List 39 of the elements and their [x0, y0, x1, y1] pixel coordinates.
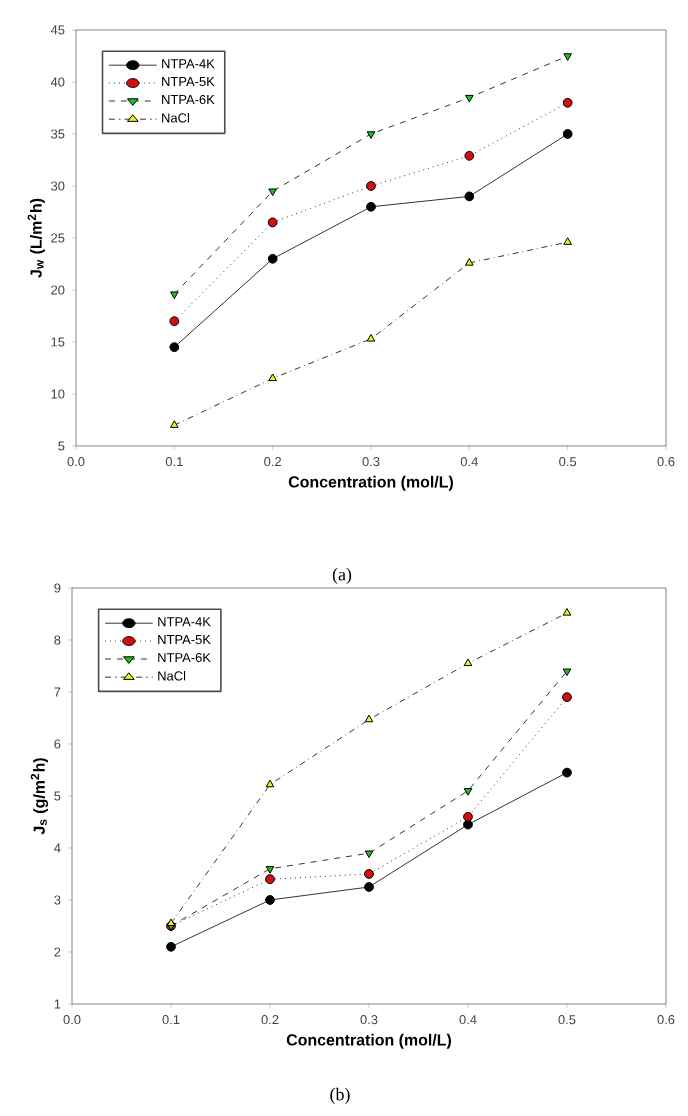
point — [364, 714, 374, 723]
point — [366, 333, 376, 342]
point — [364, 869, 374, 879]
point — [268, 373, 277, 382]
text: (a) — [332, 567, 352, 585]
point — [463, 788, 473, 796]
point — [265, 866, 275, 874]
point — [563, 237, 572, 245]
point — [364, 850, 374, 859]
point — [465, 94, 474, 103]
point — [169, 316, 180, 327]
point — [170, 291, 179, 300]
point — [267, 253, 278, 264]
point — [366, 131, 376, 139]
point — [366, 201, 376, 212]
point — [562, 767, 572, 778]
point — [562, 692, 572, 703]
point — [465, 258, 474, 266]
point — [562, 608, 572, 616]
point — [166, 941, 176, 952]
point — [463, 819, 473, 830]
point — [562, 129, 573, 139]
point — [563, 53, 572, 61]
point — [366, 181, 376, 191]
point — [265, 779, 275, 788]
point — [265, 874, 275, 885]
point — [364, 882, 374, 892]
point — [169, 342, 180, 353]
point — [463, 811, 473, 822]
point — [170, 420, 179, 428]
point — [464, 191, 475, 202]
point — [562, 97, 573, 108]
text: (b) — [330, 1087, 350, 1105]
point — [463, 658, 473, 667]
point — [265, 895, 275, 905]
point — [464, 150, 475, 161]
point — [268, 188, 277, 197]
point — [562, 668, 572, 677]
point — [267, 217, 278, 228]
